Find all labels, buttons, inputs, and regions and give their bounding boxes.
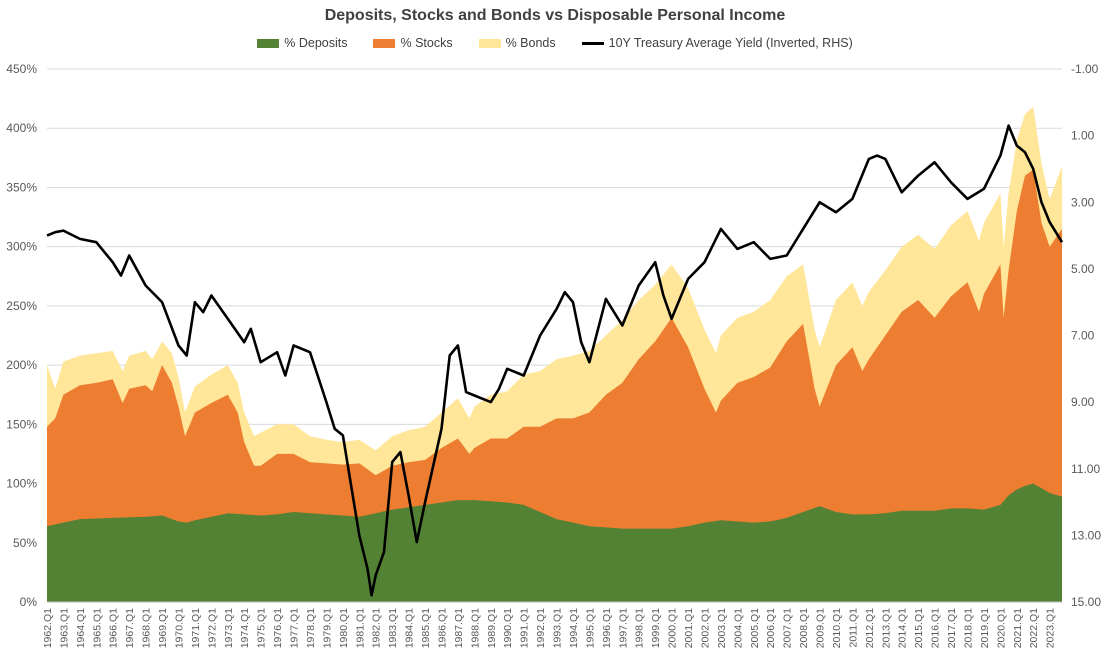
x-tick-label: 1993.Q1 bbox=[552, 608, 564, 648]
area-stocks bbox=[47, 169, 1062, 602]
x-tick-label: 2021.Q1 bbox=[1012, 608, 1024, 648]
x-tick-label: 1984.Q1 bbox=[404, 608, 416, 648]
x-tick-label: 1990.Q1 bbox=[502, 608, 514, 648]
x-tick-label: 2017.Q1 bbox=[946, 608, 958, 648]
legend-swatch-bonds bbox=[478, 38, 501, 48]
y-tick-label-right: 11.00 bbox=[1071, 462, 1100, 476]
x-tick-label: 1992.Q1 bbox=[535, 608, 547, 648]
legend-item-bonds: % Bonds bbox=[478, 36, 556, 50]
y-tick-label-left: 100% bbox=[6, 477, 37, 491]
y-tick-label-right: 1.00 bbox=[1071, 129, 1095, 143]
x-tick-label: 1980.Q1 bbox=[338, 608, 350, 648]
area-deposits bbox=[47, 483, 1062, 602]
y-tick-label-left: 50% bbox=[13, 536, 37, 550]
x-tick-label: 1975.Q1 bbox=[256, 608, 268, 648]
x-tick-label: 1976.Q1 bbox=[272, 608, 284, 648]
x-tick-label: 1996.Q1 bbox=[601, 608, 613, 648]
x-tick-label: 1989.Q1 bbox=[486, 608, 498, 648]
x-tick-label: 2014.Q1 bbox=[897, 608, 909, 648]
legend: % Deposits % Stocks % Bonds 10Y Treasury… bbox=[0, 36, 1110, 50]
x-tick-label: 2001.Q1 bbox=[683, 608, 695, 648]
y-tick-label-left: 200% bbox=[6, 358, 37, 372]
x-tick-label: 1999.Q1 bbox=[650, 608, 662, 648]
x-tick-label: 2005.Q1 bbox=[749, 608, 761, 648]
y-tick-label-right: 7.00 bbox=[1071, 329, 1095, 343]
x-tick-label: 2023.Q1 bbox=[1045, 608, 1057, 648]
x-tick-label: 2015.Q1 bbox=[913, 608, 925, 648]
y-tick-label-left: 150% bbox=[6, 417, 37, 431]
x-tick-label: 1982.Q1 bbox=[371, 608, 383, 648]
x-tick-label: 1987.Q1 bbox=[453, 608, 465, 648]
x-tick-label: 1978.Q1 bbox=[305, 608, 317, 648]
x-tick-label: 2016.Q1 bbox=[930, 608, 942, 648]
x-tick-label: 1983.Q1 bbox=[387, 608, 399, 648]
x-tick-label: 1972.Q1 bbox=[206, 608, 218, 648]
chart-title: Deposits, Stocks and Bonds vs Disposable… bbox=[324, 7, 786, 24]
line-yield bbox=[46, 124, 1064, 597]
x-tick-label: 1974.Q1 bbox=[239, 608, 251, 648]
y-tick-label-left: 350% bbox=[6, 180, 37, 194]
y-tick-label-left: 0% bbox=[20, 595, 38, 609]
x-tick-label: 2019.Q1 bbox=[979, 608, 991, 648]
x-tick-label: 1977.Q1 bbox=[289, 608, 301, 648]
x-tick-label: 1970.Q1 bbox=[174, 608, 186, 648]
x-tick-label: 2011.Q1 bbox=[847, 608, 859, 648]
x-tick-label: 2012.Q1 bbox=[864, 608, 876, 648]
x-tick-label: 2009.Q1 bbox=[815, 608, 827, 648]
x-tick-label: 1997.Q1 bbox=[617, 608, 629, 648]
x-tick-label: 2020.Q1 bbox=[995, 608, 1007, 648]
legend-swatch-yield bbox=[581, 41, 604, 45]
legend-item-stocks: % Stocks bbox=[373, 36, 453, 50]
x-tick-label: 2013.Q1 bbox=[880, 608, 892, 648]
x-tick-label: 1962.Q1 bbox=[42, 608, 54, 648]
y-tick-label-left: 400% bbox=[6, 121, 37, 135]
y-tick-label-left: 450% bbox=[6, 62, 37, 76]
y-tick-label-left: 250% bbox=[6, 299, 37, 313]
x-tick-label: 1973.Q1 bbox=[223, 608, 235, 648]
y-tick-label-right: 15.00 bbox=[1071, 595, 1101, 609]
x-tick-label: 1971.Q1 bbox=[190, 608, 202, 648]
legend-item-yield: 10Y Treasury Average Yield (Inverted, RH… bbox=[581, 36, 853, 50]
x-tick-label: 1964.Q1 bbox=[75, 608, 87, 648]
y-tick-label-right: -1.00 bbox=[1071, 62, 1099, 76]
legend-label-stocks: % Stocks bbox=[400, 36, 453, 50]
legend-swatch-stocks bbox=[373, 38, 396, 48]
x-tick-label: 2018.Q1 bbox=[963, 608, 975, 648]
x-tick-label: 1969.Q1 bbox=[157, 608, 169, 648]
legend-label-yield: 10Y Treasury Average Yield (Inverted, RH… bbox=[608, 36, 853, 50]
legend-label-deposits: % Deposits bbox=[284, 36, 348, 50]
x-tick-label: 2000.Q1 bbox=[667, 608, 679, 648]
x-tick-label: 2007.Q1 bbox=[782, 608, 794, 648]
x-tick-label: 1966.Q1 bbox=[108, 608, 120, 648]
x-tick-label: 1979.Q1 bbox=[321, 608, 333, 648]
x-tick-label: 1985.Q1 bbox=[420, 608, 432, 648]
x-tick-label: 1998.Q1 bbox=[634, 608, 646, 648]
y-tick-label-right: 13.00 bbox=[1071, 528, 1101, 542]
x-tick-label: 1995.Q1 bbox=[584, 608, 596, 648]
x-tick-label: 1965.Q1 bbox=[91, 608, 103, 648]
x-tick-label: 1994.Q1 bbox=[568, 608, 580, 648]
x-tick-label: 2008.Q1 bbox=[798, 608, 810, 648]
x-tick-label: 1988.Q1 bbox=[469, 608, 481, 648]
y-tick-label-right: 9.00 bbox=[1071, 395, 1095, 409]
y-tick-label-left: 300% bbox=[6, 240, 37, 254]
x-tick-label: 2002.Q1 bbox=[700, 608, 712, 648]
x-tick-label: 1967.Q1 bbox=[124, 608, 136, 648]
x-tick-label: 2010.Q1 bbox=[831, 608, 843, 648]
x-tick-label: 1968.Q1 bbox=[141, 608, 153, 648]
x-tick-label: 1981.Q1 bbox=[354, 608, 366, 648]
legend-label-bonds: % Bonds bbox=[505, 36, 556, 50]
y-tick-label-right: 5.00 bbox=[1071, 262, 1095, 276]
x-tick-label: 1963.Q1 bbox=[58, 608, 70, 648]
legend-item-deposits: % Deposits bbox=[257, 36, 347, 50]
x-tick-label: 2004.Q1 bbox=[732, 608, 744, 648]
x-tick-label: 2006.Q1 bbox=[765, 608, 777, 648]
x-tick-label: 1991.Q1 bbox=[519, 608, 531, 648]
legend-swatch-deposits bbox=[257, 38, 280, 48]
x-tick-label: 1986.Q1 bbox=[437, 608, 449, 648]
y-tick-label-right: 3.00 bbox=[1071, 195, 1095, 209]
x-tick-label: 2003.Q1 bbox=[716, 608, 728, 648]
x-tick-label: 2022.Q1 bbox=[1028, 608, 1040, 648]
